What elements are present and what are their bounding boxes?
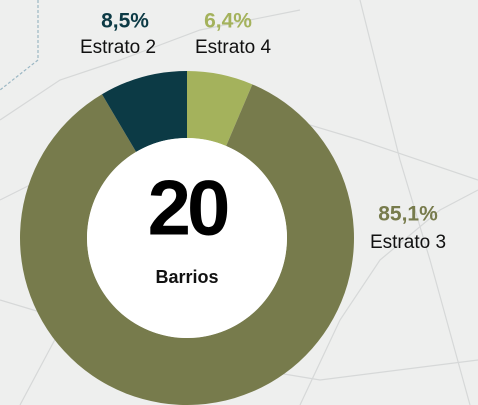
value-label: 6,4% [204, 10, 252, 33]
donut-hole [87, 138, 287, 338]
category-label: Estrato 3 [370, 232, 446, 253]
category-label: Estrato 2 [80, 37, 156, 58]
value-label: 85,1% [378, 203, 438, 226]
slice [20, 84, 354, 405]
center-label: Barrios [155, 267, 218, 287]
center-value: 20 [148, 164, 228, 252]
slice [187, 71, 253, 146]
category-label: Estrato 4 [195, 37, 271, 58]
value-label: 8,5% [101, 10, 149, 33]
slice [101, 71, 187, 152]
